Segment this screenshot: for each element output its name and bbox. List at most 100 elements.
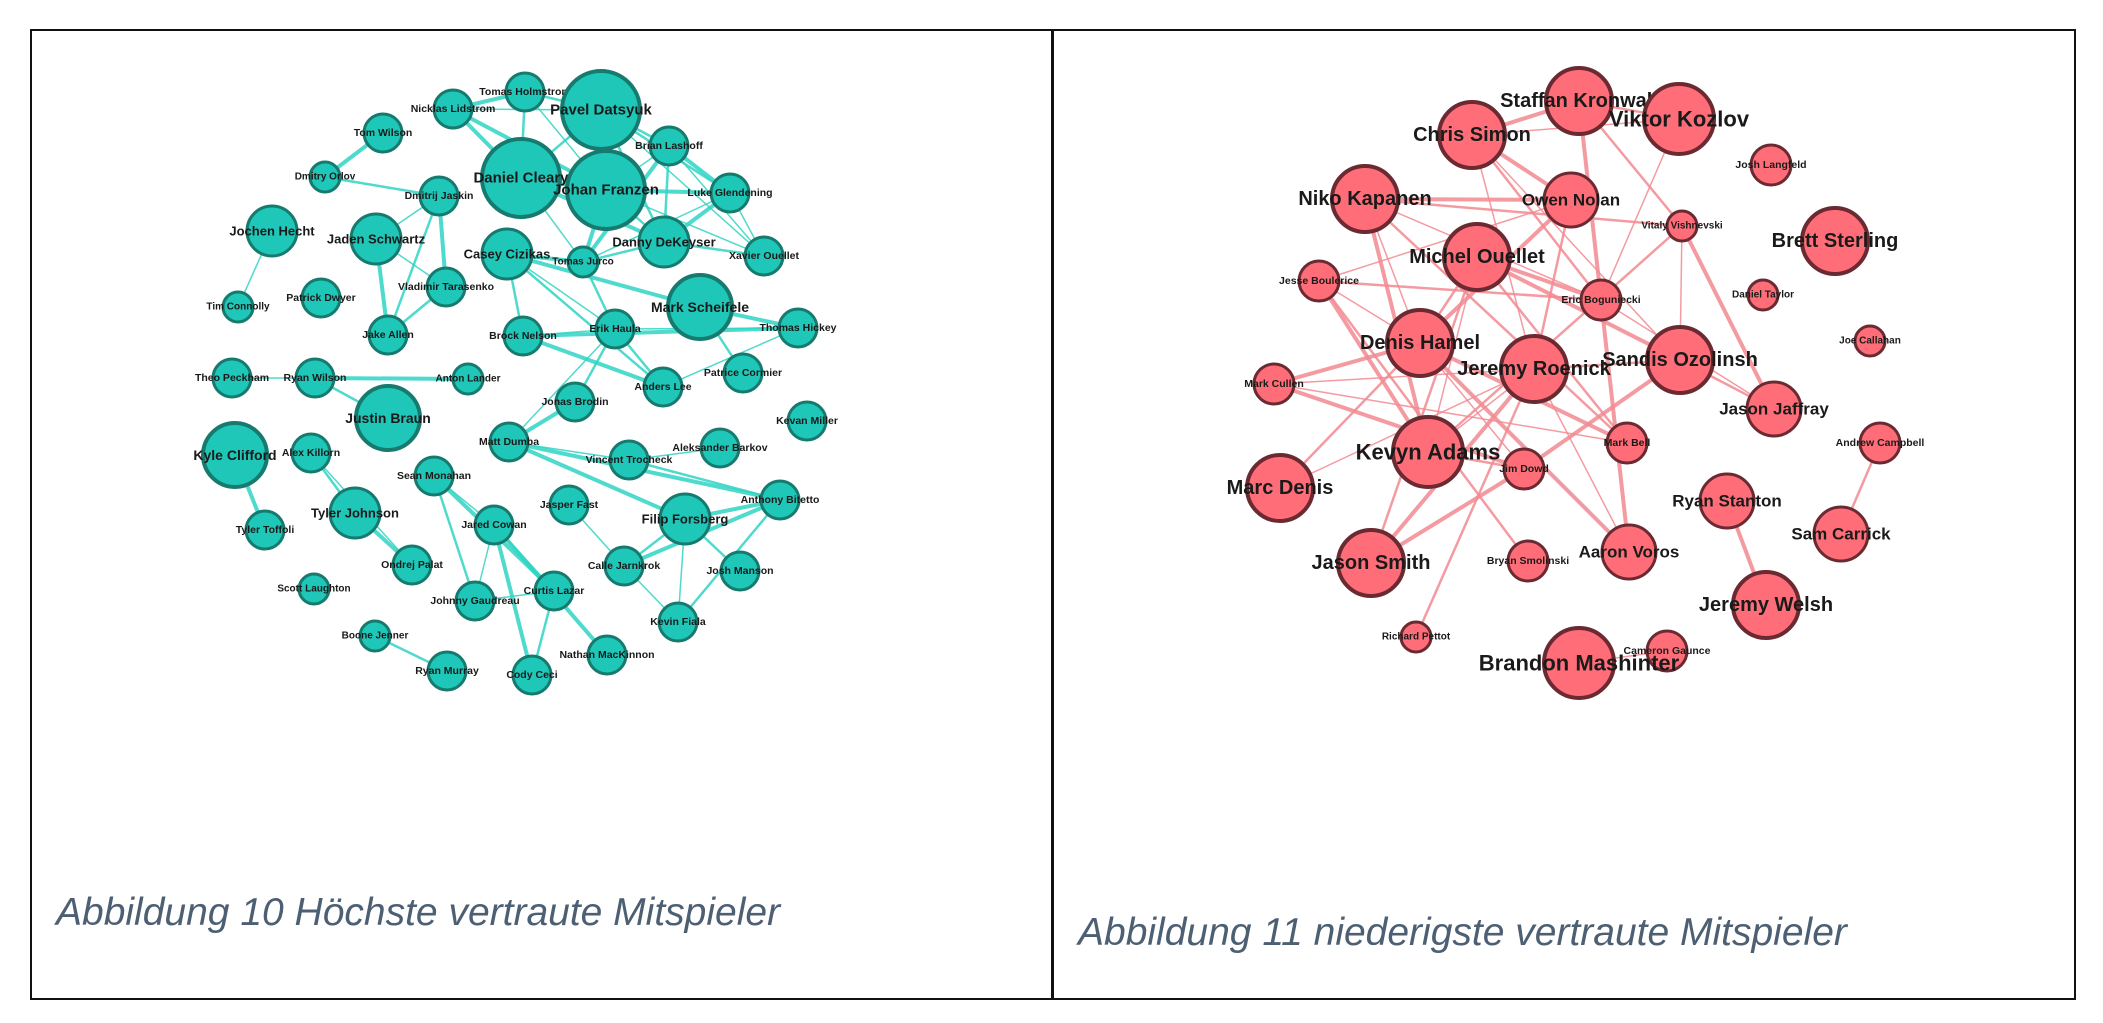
node-brandon-mashinter: Brandon Mashinter [1479,626,1680,700]
node-label: Calle Jarnkrok [588,560,661,572]
node-label: Nicklas Lidstrom [411,103,496,115]
node-circle [648,125,690,167]
node-josh-manson: Josh Manson [706,550,774,592]
node-brock-nelson: Brock Nelson [489,315,557,357]
node-label: Owen Nolan [1522,191,1620,210]
node-circle [699,427,741,469]
node-label: Luke Glendening [687,187,772,199]
node-label: Sam Carrick [1791,525,1891,544]
node-tyler-johnson: Tyler Johnson [311,486,399,540]
node-circle [1579,278,1623,322]
node-label: Mark Cullen [1244,378,1304,390]
node-circle [1745,380,1803,438]
node-anton-lander: Anton Lander [436,362,501,396]
edge-vincent-trocheck-anthony-bitetto [628,458,781,502]
node-circle [328,486,382,540]
edge-staffan-kronwall-aaron-voros [1577,100,1631,553]
edge-jeremy-roenick-richard-pettot [1414,368,1536,638]
node-daniel-cleary: Daniel Cleary [473,137,569,219]
node-brian-lashoff: Brian Lashoff [635,125,703,167]
node-jasper-fast: Jasper Fast [540,484,599,526]
node-casey-cizikas: Casey Cizikas [464,227,551,281]
node-sandis-ozolinsh: Sandis Ozolinsh [1602,325,1758,395]
node-label: Michel Ouellet [1409,246,1545,268]
node-thomas-hickey: Thomas Hickey [759,307,837,349]
node-andrew-campbell: Andrew Campbell [1836,421,1925,465]
node-label: Dmitrij Jaskin [405,190,474,202]
node-mark-bell: Mark Bell [1604,421,1651,465]
node-label: Tyler Johnson [311,506,399,521]
node-label: Erik Haula [589,323,641,335]
node-circle [480,137,562,219]
node-label: Xavier Ouellet [729,250,800,262]
node-label: Tom Wilson [354,127,413,139]
node-circle [533,570,575,612]
node-circle [1297,259,1341,303]
node-circle [566,245,600,279]
edge-jesse-boulerice-eric-boguniecki [1318,279,1602,302]
node-circle [432,88,474,130]
node-circle [511,654,553,696]
node-circle [1731,570,1801,640]
node-circle [637,215,691,269]
node-circle [413,455,455,497]
node-label: Ondrej Palat [381,559,443,571]
node-circle [297,572,331,606]
node-label: Jeremy Welsh [1699,594,1833,616]
node-circle [308,160,342,194]
node-label: Patrick Dwyer [286,292,355,304]
node-circle [418,175,460,217]
node-circle [560,69,642,151]
node-label: Brett Sterling [1772,230,1899,252]
node-dmitrij-jaskin: Dmitrij Jaskin [405,175,474,217]
node-dmitry-orlov: Dmitry Orlov [295,160,356,194]
node-jonas-brodin: Jonas Brodin [541,381,609,423]
edge-niko-kapanen-mark-bell [1364,198,1628,444]
node-label: Mark Bell [1604,437,1651,449]
node-circle [565,149,647,231]
edge-michel-ouellet-sandis-ozolinsh [1476,255,1681,362]
node-vincent-trocheck: Vincent Trocheck [586,439,673,481]
node-johnny-gaudreau: Johnny Gaudreau [430,580,520,622]
node-circle [480,227,534,281]
node-label: Johnny Gaudreau [430,595,519,607]
node-ryan-stanton: Ryan Stanton [1672,472,1782,530]
edge-vitaly-vishnevski-jason-jaffray [1680,225,1776,410]
node-circle [642,366,684,408]
node-label: Ryan Murray [415,665,479,677]
node-label: Curtis Lazar [524,585,585,597]
node-tyler-toffoli: Tyler Toffoli [236,509,295,551]
node-circle [1698,472,1756,530]
node-label: Marc Denis [1227,477,1334,499]
node-kevyn-adams: Kevyn Adams [1356,415,1500,489]
node-label: Kevan Miller [776,415,838,427]
node-label: Anders Lee [634,381,691,393]
node-xavier-ouellet: Xavier Ouellet [729,235,800,277]
node-label: Aaron Voros [1579,543,1680,562]
node-label: Nathan MacKinnon [559,649,654,661]
node-label: Tyler Toffoli [236,524,295,536]
figure-panel-left: Tomas Holmstrom Nicklas Lidstrom Pavel Dat… [32,31,1050,998]
node-circle [743,235,785,277]
node-erik-haula: Erik Haula [589,308,641,350]
figure-caption-left: Abbildung 10 Höchste vertraute Mitspiele… [56,891,781,934]
node-label: Daniel Taylor [1732,290,1794,301]
node-label: Andrew Campbell [1836,437,1925,449]
node-label: Jason Jaffray [1719,400,1829,419]
node-circle [1385,308,1455,378]
node-mark-cullen: Mark Cullen [1244,362,1304,406]
node-label: Casey Cizikas [464,247,551,262]
edge-michel-ouellet-jason-smith [1369,256,1479,564]
node-label: Theo Peckham [195,372,269,384]
node-circle [294,357,336,399]
node-label: Viktor Kozlov [1609,107,1750,132]
node-label: Justin Braun [345,410,431,426]
node-niko-kapanen: Niko Kapanen [1298,164,1432,234]
node-circle [426,650,468,692]
node-label: Joe Callahan [1839,336,1901,347]
node-label: Anton Lander [436,374,501,385]
node-eric-boguniecki: Eric Boguniecki [1561,278,1641,322]
node-marc-denis: Marc Denis [1227,453,1334,523]
node-circle [391,544,433,586]
node-circle [504,71,546,113]
